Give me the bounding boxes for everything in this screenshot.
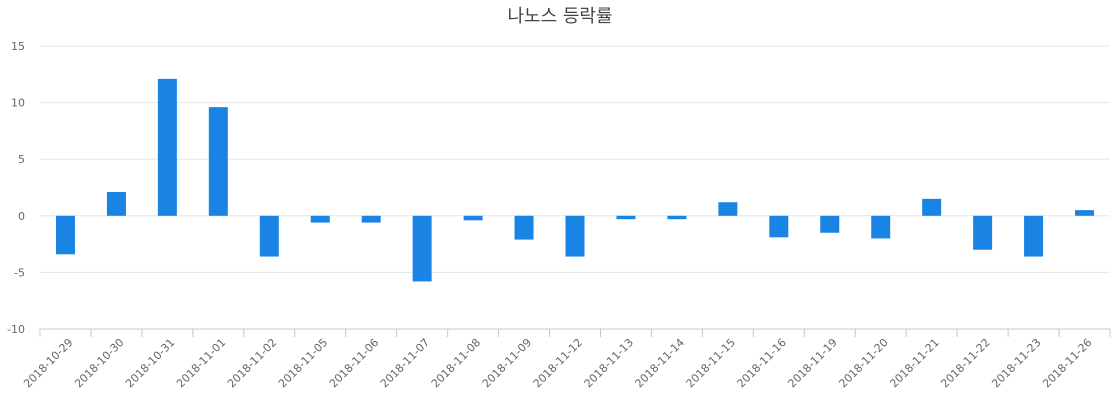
bar-2018-11-15[interactable]	[718, 202, 738, 216]
y-tick-label: -5	[14, 266, 25, 279]
x-tick-label: 2018-10-31	[123, 336, 177, 390]
bar-2018-11-22[interactable]	[973, 215, 993, 250]
x-tick-label: 2018-11-02	[225, 336, 279, 390]
x-tick-label: 2018-11-01	[174, 336, 228, 390]
y-tick-label: 15	[11, 40, 25, 53]
bar-2018-11-08[interactable]	[463, 215, 483, 221]
x-tick-label: 2018-11-13	[582, 336, 636, 390]
bar-2018-10-31[interactable]	[157, 78, 177, 216]
bar-2018-11-07[interactable]	[412, 215, 432, 282]
bar-2018-11-20[interactable]	[871, 215, 891, 239]
x-tick-label: 2018-11-05	[276, 336, 330, 390]
x-tick-label: 2018-11-22	[938, 336, 992, 390]
x-tick-label: 2018-11-15	[684, 336, 738, 390]
y-tick-label: 10	[11, 97, 25, 110]
bar-2018-11-14[interactable]	[667, 215, 687, 220]
x-tick-label: 2018-11-08	[429, 336, 483, 390]
x-tick-label: 2018-11-14	[633, 336, 687, 390]
bar-2018-11-02[interactable]	[259, 215, 279, 257]
bar-2018-11-21[interactable]	[922, 198, 942, 216]
bar-2018-11-19[interactable]	[820, 215, 840, 233]
x-tick-label: 2018-11-16	[735, 336, 789, 390]
bar-2018-11-12[interactable]	[565, 215, 585, 257]
bar-2018-11-16[interactable]	[769, 215, 789, 238]
bar-2018-11-23[interactable]	[1024, 215, 1044, 257]
y-axis-ticks: 15 10 5 0 -5 -10	[7, 40, 25, 336]
x-tick-label: 2018-11-09	[480, 336, 534, 390]
y-tick-label: 5	[18, 153, 25, 166]
bar-2018-10-29[interactable]	[55, 215, 75, 255]
y-tick-label: -10	[7, 323, 25, 336]
bars	[55, 78, 1095, 282]
bar-2018-11-06[interactable]	[361, 215, 381, 223]
x-tick-label: 2018-10-29	[21, 336, 75, 390]
bar-2018-11-26[interactable]	[1075, 210, 1095, 216]
x-tick-label: 2018-10-30	[72, 336, 126, 390]
x-tick-label: 2018-11-21	[887, 336, 941, 390]
x-axis: 2018-10-292018-10-302018-10-312018-11-01…	[21, 328, 1111, 390]
y-tick-label: 0	[18, 210, 25, 223]
chart-title: 나노스 등락률	[507, 6, 612, 27]
x-tick-label: 2018-11-26	[1040, 336, 1094, 390]
bar-2018-11-13[interactable]	[616, 215, 636, 220]
bar-2018-11-09[interactable]	[514, 215, 534, 240]
x-tick-label: 2018-11-07	[378, 336, 432, 390]
x-tick-label: 2018-11-12	[531, 336, 585, 390]
x-tick-label: 2018-11-20	[836, 336, 890, 390]
bar-2018-10-30[interactable]	[106, 192, 126, 216]
bar-2018-11-01[interactable]	[208, 107, 228, 216]
bar-2018-11-05[interactable]	[310, 215, 330, 223]
x-tick-label: 2018-11-19	[785, 336, 839, 390]
x-tick-label: 2018-11-06	[327, 336, 381, 390]
x-tick-label: 2018-11-23	[989, 336, 1043, 390]
